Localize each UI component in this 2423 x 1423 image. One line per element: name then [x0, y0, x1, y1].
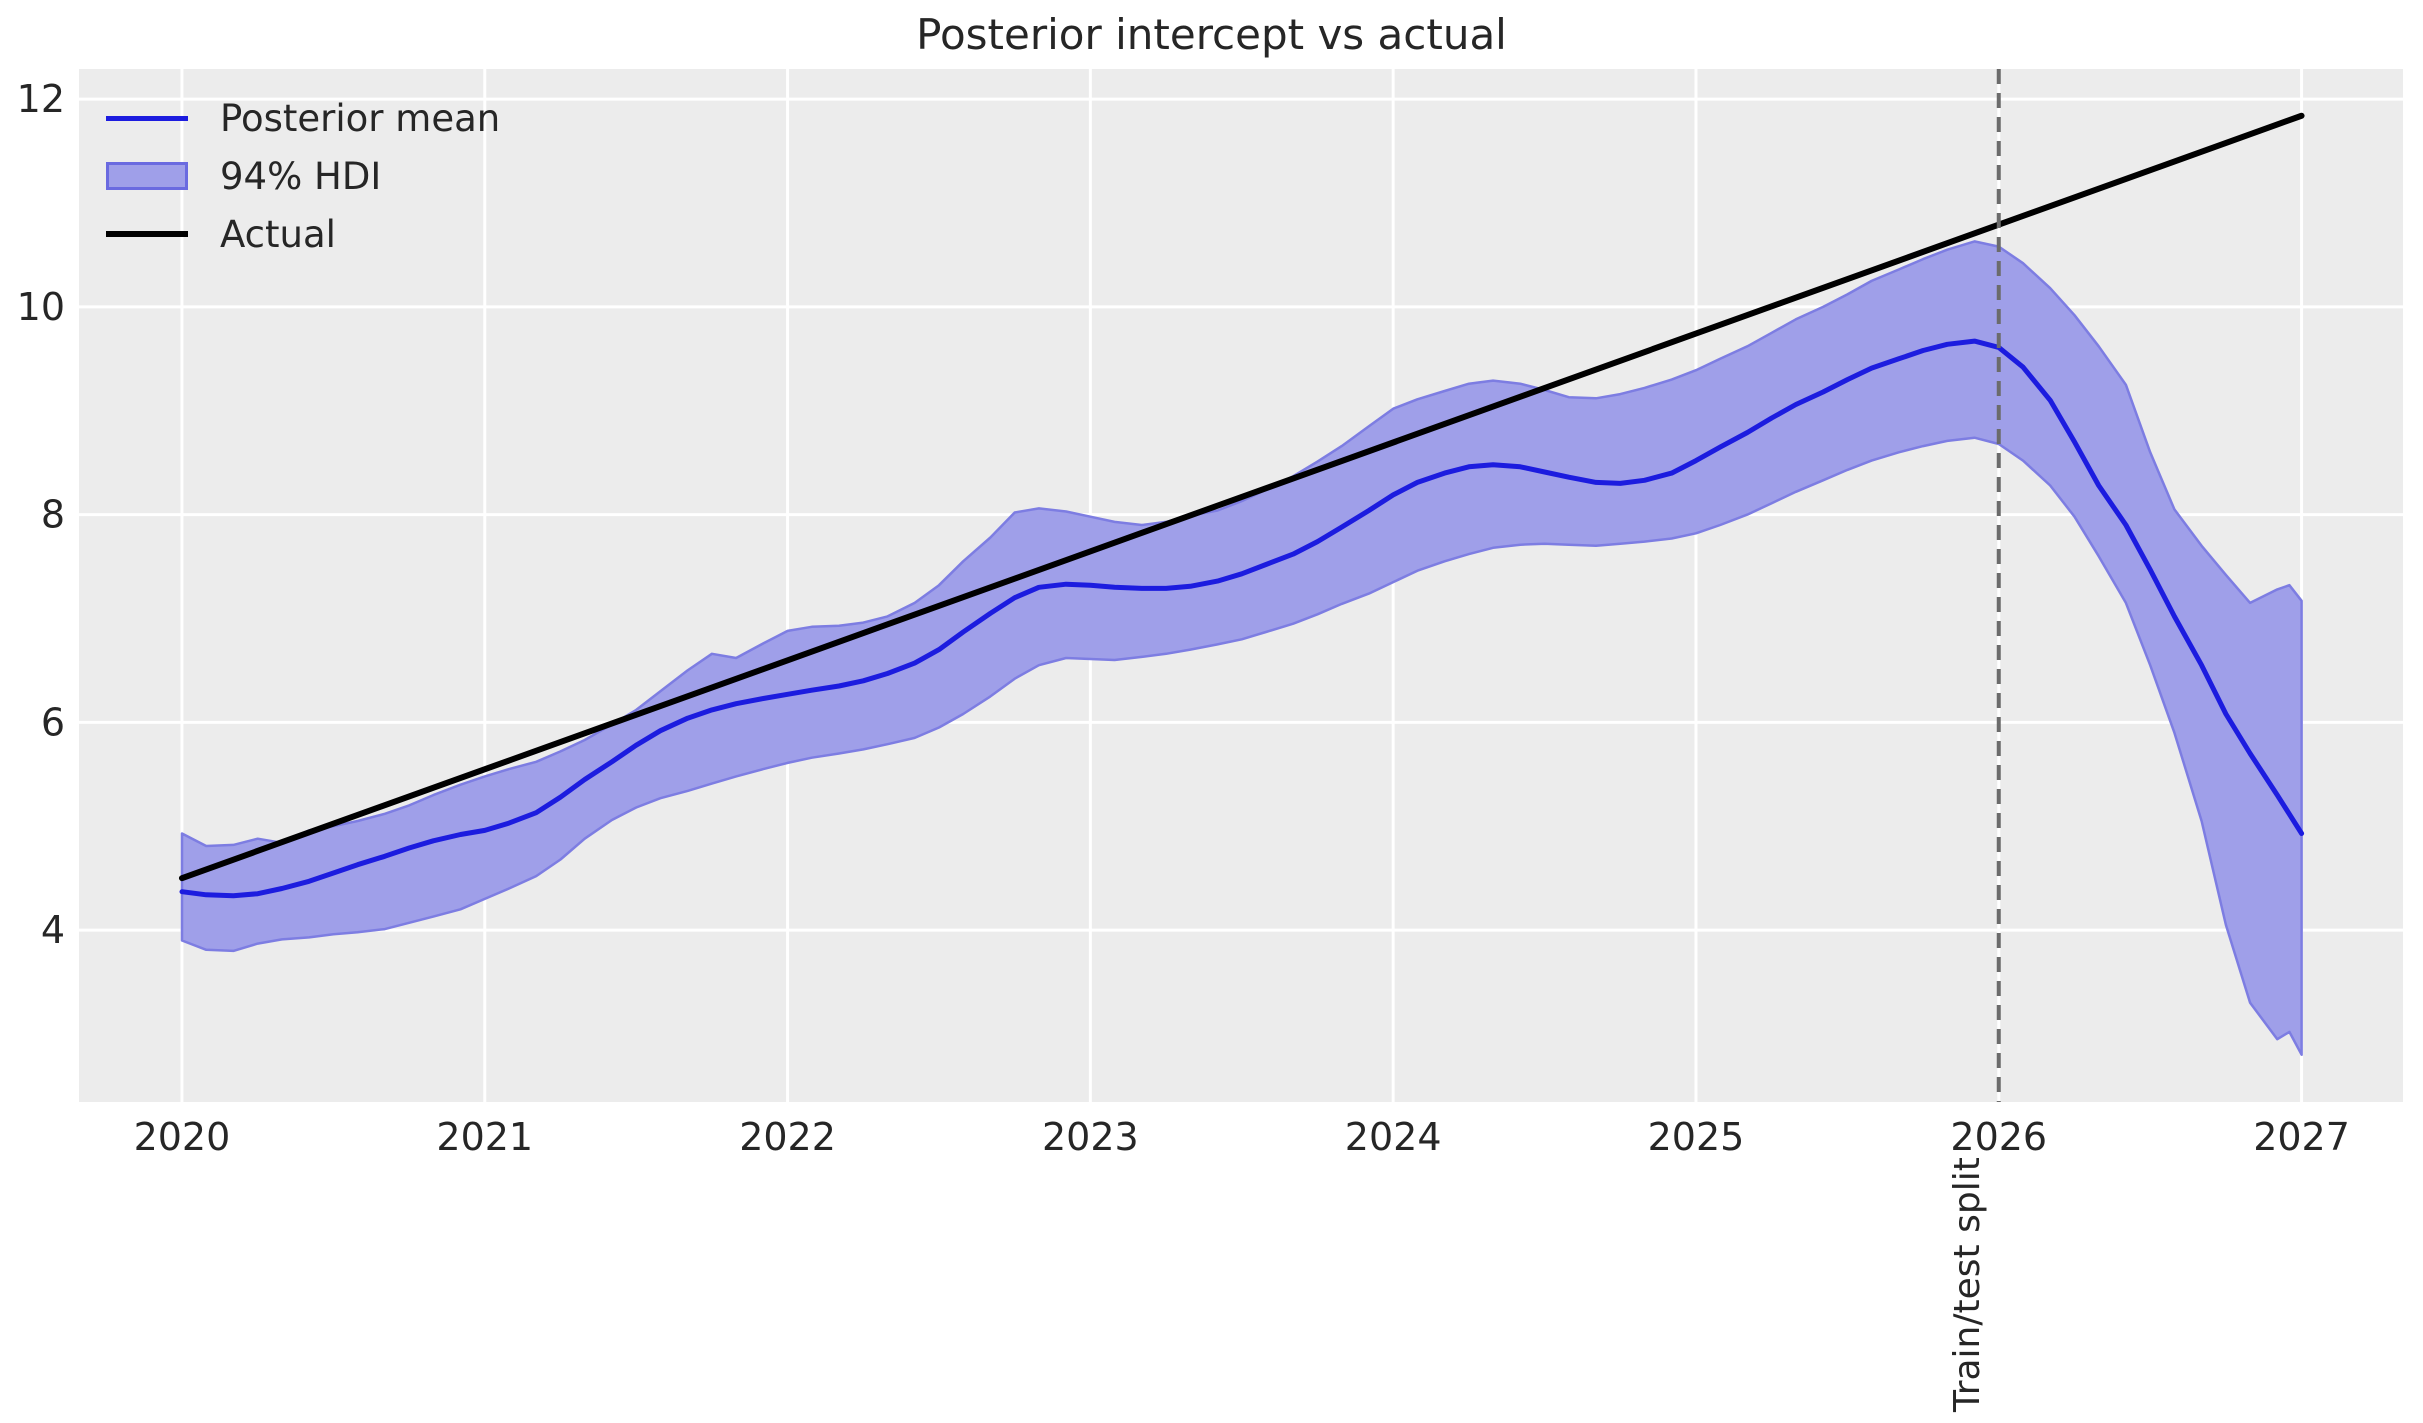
y-tick-label: 4	[41, 908, 65, 952]
y-tick-label: 10	[17, 285, 65, 329]
legend: Posterior mean 94% HDI Actual	[106, 96, 500, 256]
legend-item: Actual	[106, 212, 500, 256]
legend-line-swatch	[106, 231, 188, 237]
x-tick-label: 2021	[436, 1115, 533, 1159]
legend-line-swatch	[106, 115, 188, 121]
actual-series	[178, 112, 2305, 882]
hdi-band-area	[180, 240, 2303, 1056]
x-tick-label: 2026	[1950, 1115, 2047, 1159]
chart-title: Posterior intercept vs actual	[916, 10, 1507, 59]
legend-item: Posterior mean	[106, 96, 500, 140]
posterior-mean-series	[179, 338, 2305, 899]
x-tick-label: 2025	[1648, 1115, 1745, 1159]
y-tick-label: 6	[41, 700, 65, 744]
x-tick-label: 2023	[1042, 1115, 1139, 1159]
legend-item-label: Posterior mean	[220, 96, 501, 140]
posterior-mean-line	[179, 338, 2305, 899]
x-tick-label: 2022	[739, 1115, 836, 1159]
x-axis-tick-labels: 2020 2021 2022 2023 2024 2025 2026 2027	[134, 1115, 2350, 1159]
legend-item-label: Actual	[220, 212, 336, 256]
legend-patch-swatch	[106, 162, 188, 190]
y-axis-tick-labels: 4 6 8 10 12	[17, 77, 65, 952]
x-tick-label: 2027	[2253, 1115, 2350, 1159]
x-tick-label: 2020	[134, 1115, 231, 1159]
x-tick-label: 2024	[1345, 1115, 1442, 1159]
y-tick-label: 8	[41, 493, 65, 537]
train-test-split-label: Train/test split	[1947, 1157, 1988, 1412]
actual-line	[178, 112, 2305, 882]
y-tick-label: 12	[17, 77, 65, 121]
legend-item-label: 94% HDI	[220, 154, 382, 198]
hdi-band	[180, 240, 2303, 1056]
legend-item: 94% HDI	[106, 154, 500, 198]
